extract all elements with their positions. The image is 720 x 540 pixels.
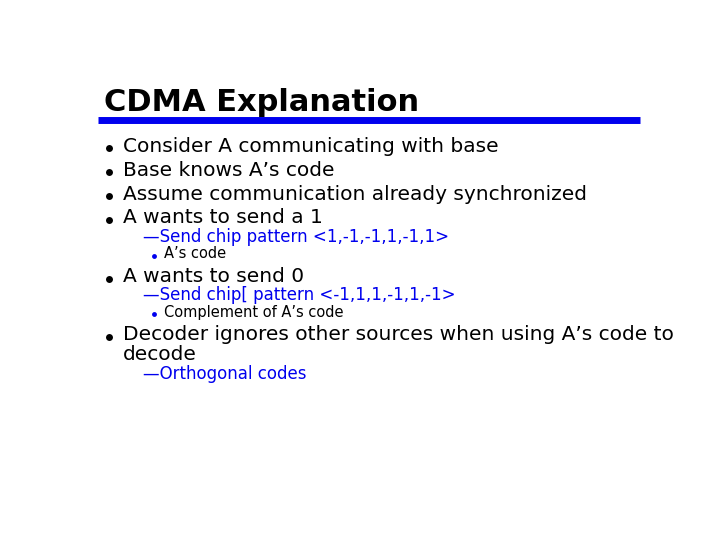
Text: A wants to send 0: A wants to send 0 [122, 267, 304, 286]
Text: CDMA Explanation: CDMA Explanation [104, 88, 419, 117]
Text: Consider A communicating with base: Consider A communicating with base [122, 137, 498, 156]
Text: A’s code: A’s code [163, 246, 226, 261]
Text: —Send chip[ pattern <-1,1,1,-1,1,-1>: —Send chip[ pattern <-1,1,1,-1,1,-1> [143, 286, 455, 305]
Text: Base knows A’s code: Base knows A’s code [122, 161, 334, 180]
Text: decode: decode [122, 346, 197, 365]
Text: Decoder ignores other sources when using A’s code to: Decoder ignores other sources when using… [122, 326, 673, 345]
Text: Assume communication already synchronized: Assume communication already synchronize… [122, 185, 587, 204]
Text: Complement of A’s code: Complement of A’s code [163, 305, 343, 320]
Text: A wants to send a 1: A wants to send a 1 [122, 208, 323, 227]
Text: —Send chip pattern <1,-1,-1,1,-1,1>: —Send chip pattern <1,-1,-1,1,-1,1> [143, 228, 449, 246]
Text: —Orthogonal codes: —Orthogonal codes [143, 365, 306, 383]
